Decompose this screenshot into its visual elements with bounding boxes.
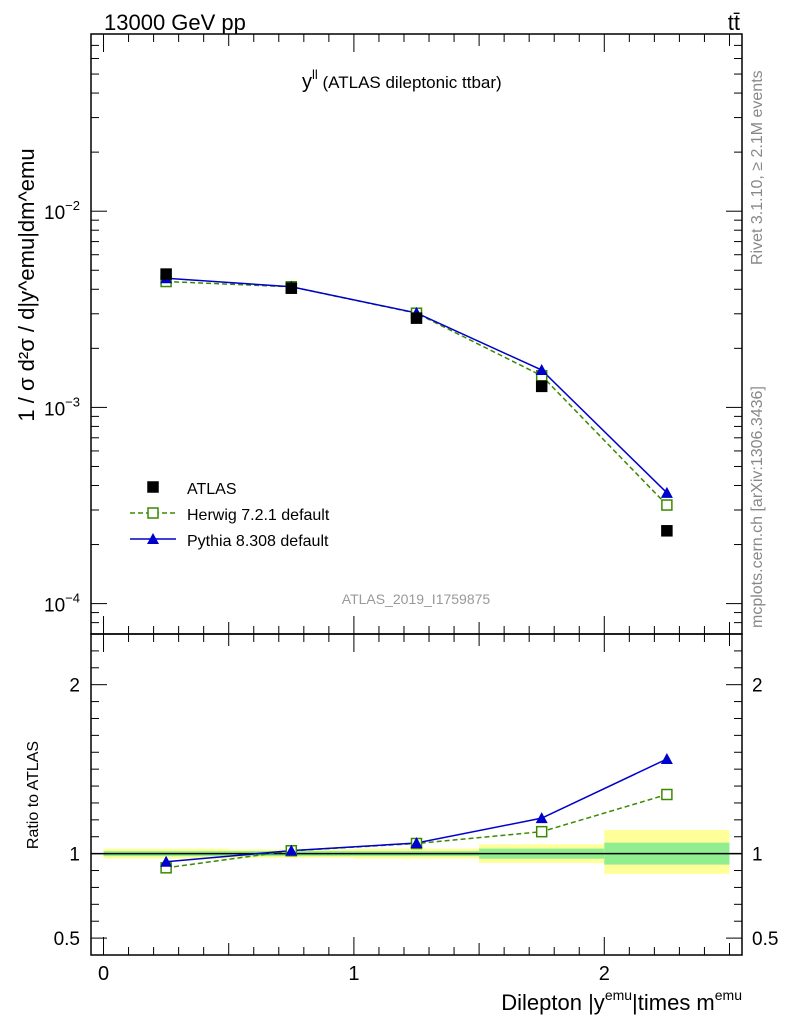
ratio-ylabel: Ratio to ATLAS [25, 741, 42, 849]
atlas-point [535, 380, 548, 393]
ratio-ytick-label-right-2: 2 [752, 676, 763, 697]
process-label: tt̄ [728, 10, 740, 35]
x-label-main: Dilepton |y [501, 990, 605, 1015]
plot-title-sup: ll [312, 67, 318, 82]
ytick-exp: −3 [65, 394, 80, 409]
ratio-panel: 0 1 2 0.5 0.5 1 1 2 2 [54, 633, 778, 985]
main-ylabel: 1 / σ d²σ / d|y^emu|dm^emu [14, 148, 39, 421]
ratio-ytick-label-right-0: 0.5 [752, 929, 778, 950]
ratio-herwig-point [535, 825, 548, 838]
main-ytick-label-2: 10−4 [44, 591, 80, 617]
legend: ATLAS Herwig 7.2.1 default Pythia 8.308 de… [130, 481, 330, 550]
legend-label-1: Herwig 7.2.1 default [187, 507, 330, 524]
legend-herwig-marker [147, 507, 159, 519]
ytick-exp: −4 [65, 591, 80, 606]
plot-title-rest: (ATLAS dileptonic ttbar) [318, 73, 502, 92]
legend-label-0: ATLAS [187, 481, 237, 498]
legend-label-2: Pythia 8.308 default [187, 533, 329, 550]
ratio-pythia-point [160, 855, 173, 867]
atlas-point [160, 268, 172, 280]
ratio-pythia-point [410, 836, 423, 848]
xtick-label-0: 0 [98, 963, 109, 985]
pythia-point [660, 486, 673, 498]
atlas-point [410, 312, 423, 324]
ratio-pythia-point [535, 812, 548, 824]
main-ytick-label-0: 10−2 [44, 198, 80, 224]
plot-title-main: y [302, 71, 312, 93]
ratio-pythia-point [285, 844, 298, 856]
ratio-frame [90, 633, 743, 956]
main-ytick-label-1: 10−3 [44, 394, 80, 420]
rivet-label: Rivet 3.1.10, ≥ 2.1M events [749, 70, 766, 265]
x-axis-label: Dilepton |yemu|times memu [501, 987, 742, 1015]
ratio-herwig-point [661, 788, 673, 801]
ytick-base: 10 [44, 399, 65, 420]
ratio-ytick-label-0: 0.5 [54, 929, 80, 950]
ratio-ytick-label-2: 2 [69, 676, 80, 697]
plot-title: yll (ATLAS dileptonic ttbar) [302, 67, 502, 93]
legend-atlas-marker [147, 481, 159, 493]
ratio-ytick-label-right-1: 1 [752, 845, 763, 866]
pythia-point [535, 364, 548, 376]
x-label-mid: |times m [632, 990, 715, 1015]
ratio-pythia-point [660, 753, 673, 765]
ytick-base: 10 [44, 596, 65, 617]
xtick-label-2: 2 [599, 963, 610, 985]
x-label-sup1: emu [605, 987, 632, 1003]
herwig-point [661, 499, 673, 511]
xtick-label-1: 1 [348, 963, 359, 985]
atlas-point [285, 282, 298, 294]
ytick-exp: −2 [65, 198, 80, 213]
x-label-sup2: emu [715, 987, 742, 1003]
mcplots-label: mcplots.cern.ch [arXiv:1306.3436] [749, 386, 766, 628]
legend-pythia-marker [147, 533, 159, 544]
energy-label: 13000 GeV pp [104, 10, 246, 35]
atlas-point [661, 525, 673, 537]
analysis-id: ATLAS_2019_I1759875 [342, 591, 491, 607]
herwig-line [166, 280, 668, 506]
ratio-ytick-label-1: 1 [69, 845, 80, 866]
ytick-base: 10 [44, 203, 65, 224]
